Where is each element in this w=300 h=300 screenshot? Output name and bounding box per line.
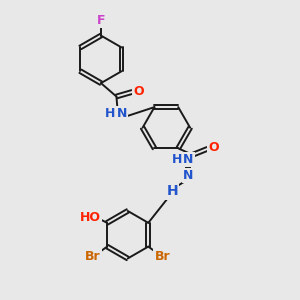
Text: N: N [183,169,194,182]
Text: F: F [97,14,105,27]
Text: H: H [104,107,115,120]
Text: HO: HO [80,211,101,224]
Text: O: O [133,85,144,98]
Text: Br: Br [85,250,101,263]
Text: H: H [172,153,182,166]
Text: O: O [208,141,219,154]
Text: N: N [183,153,194,166]
Text: N: N [117,107,127,120]
Text: Br: Br [154,250,170,263]
Text: H: H [167,184,178,198]
